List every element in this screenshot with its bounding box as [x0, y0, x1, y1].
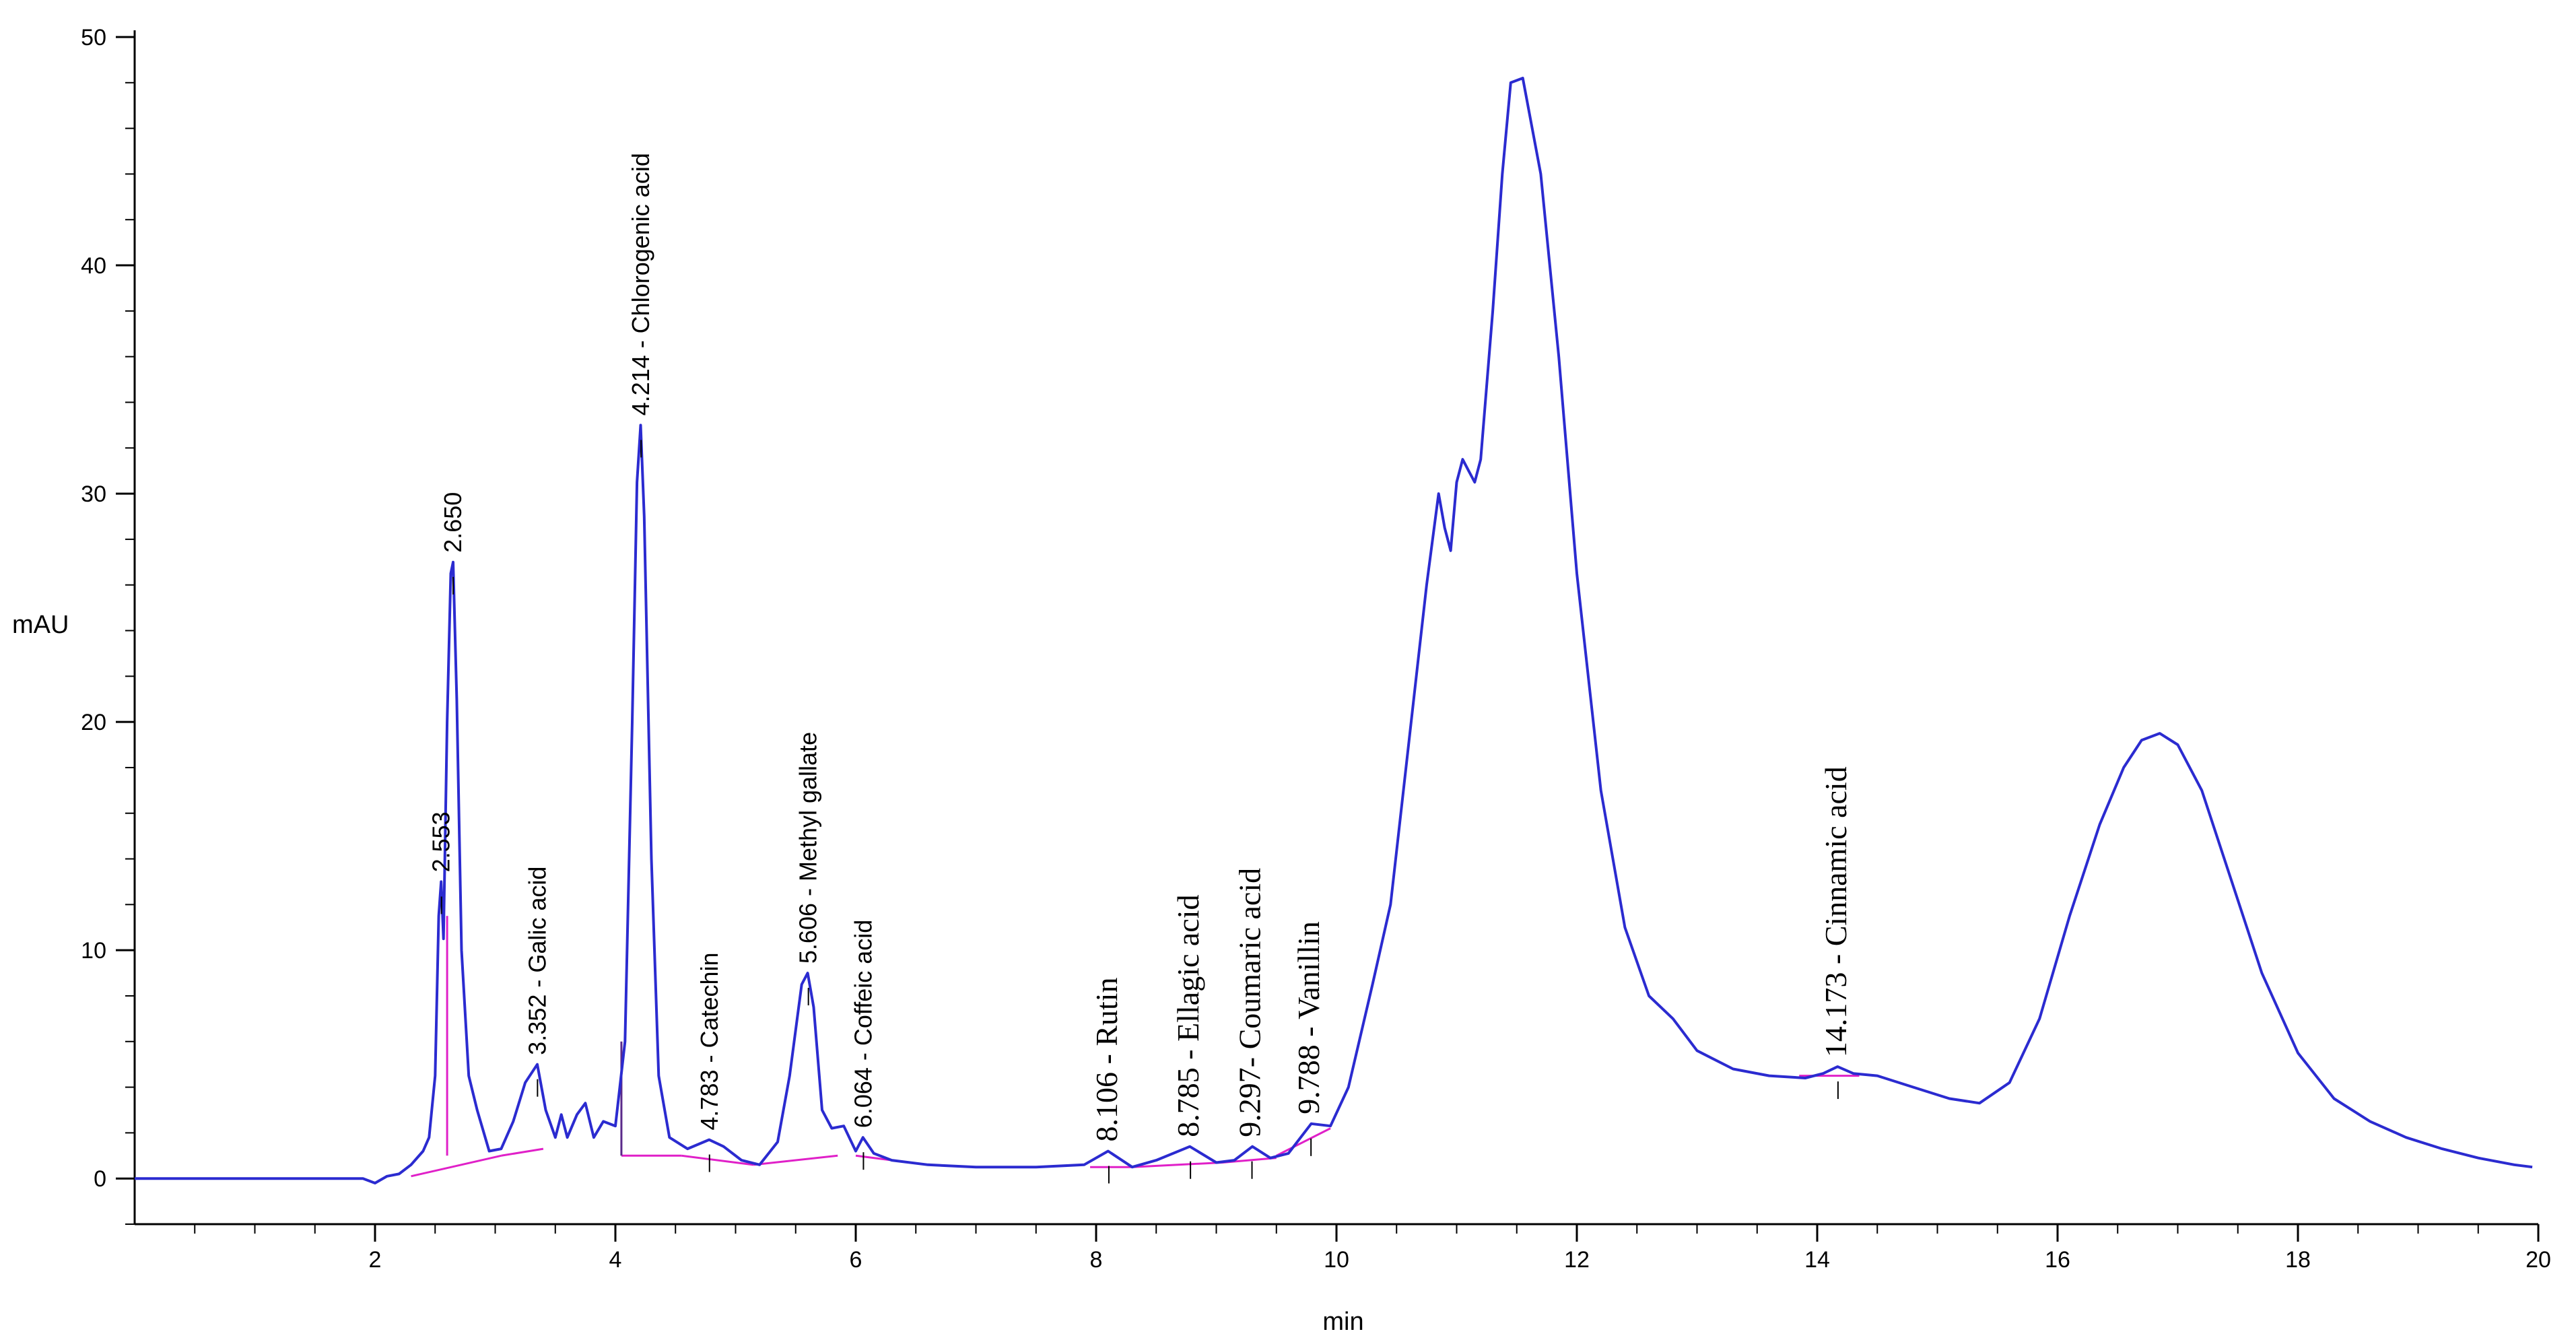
x-tick-label: 14 — [1804, 1247, 1830, 1273]
y-axis-title: mAU — [12, 611, 69, 639]
y-axis-minor-ticks — [125, 81, 135, 1225]
peak-label: 14.173 - Cinnamic acid — [1819, 766, 1853, 1057]
peak-label: 9.297- Coumaric acid — [1233, 868, 1267, 1137]
x-tick-label: 10 — [1324, 1247, 1349, 1273]
x-tick-label: 12 — [1564, 1247, 1590, 1273]
baseline-segment — [501, 1147, 544, 1157]
x-tick-label: 4 — [609, 1247, 622, 1273]
peak-label: 5.606 - Methyl gallate — [794, 732, 822, 964]
x-tick-label: 18 — [2285, 1247, 2311, 1273]
x-axis-ticks: 2 4 6 8 10 12 14 16 18 20 — [369, 1224, 2551, 1273]
peak-labels: 2.553 2.650 3.352 - Galic acid 4.214 - Chlo… — [428, 153, 1853, 1184]
chromatogram-line — [135, 77, 2533, 1184]
x-axis-minor-ticks — [194, 1224, 2479, 1234]
y-tick-label: 40 — [81, 253, 106, 279]
peak-label: 3.352 - Galic acid — [523, 867, 551, 1055]
y-tick-label: 10 — [81, 938, 106, 964]
y-tick-label: 0 — [94, 1166, 106, 1192]
baseline-segment — [681, 1154, 754, 1166]
y-tick-label: 30 — [81, 481, 106, 507]
peak-label: 4.214 - Chlorogenic acid — [627, 153, 654, 415]
x-tick-label: 2 — [369, 1247, 382, 1273]
x-tick-label: 8 — [1090, 1247, 1103, 1273]
baseline-segment — [411, 1154, 502, 1178]
peak-label: 8.785 - Ellagic acid — [1171, 894, 1205, 1137]
y-tick-label: 50 — [81, 25, 106, 51]
x-tick-label: 20 — [2526, 1247, 2551, 1273]
baseline-segment — [1132, 1161, 1223, 1168]
baseline-segment — [1276, 1127, 1331, 1157]
peak-label: 6.064 - Coffeic acid — [849, 920, 877, 1129]
peak-label: 4.783 - Catechin — [696, 952, 723, 1130]
chromatogram-trace — [135, 77, 2533, 1184]
peak-label: 8.106 - Rutin — [1089, 977, 1124, 1141]
x-axis-title: min — [1322, 1308, 1363, 1336]
peak-label: 2.553 — [428, 811, 455, 872]
y-tick-label: 20 — [81, 710, 106, 735]
peak-label: 9.788 - Vanillin — [1291, 921, 1326, 1114]
peak-label: 2.650 — [439, 492, 467, 553]
baseline-segment — [753, 1154, 838, 1166]
y-axis-ticks: 0 10 20 30 40 50 — [81, 25, 135, 1192]
x-tick-label: 16 — [2045, 1247, 2070, 1273]
x-tick-label: 6 — [850, 1247, 862, 1273]
